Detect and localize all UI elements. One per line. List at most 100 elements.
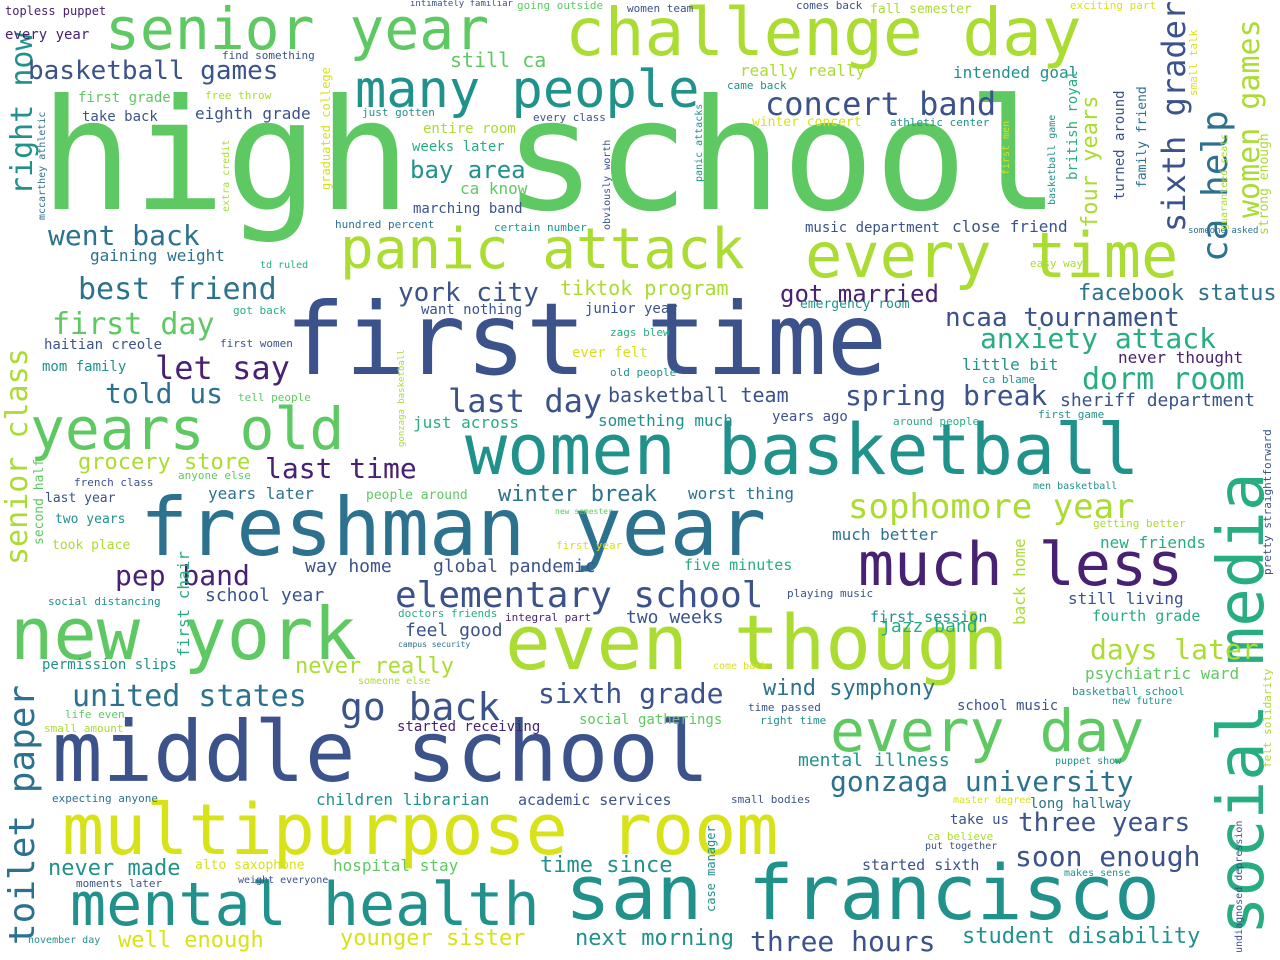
word: intimately familiar — [410, 0, 513, 9]
word: weight everyone — [238, 875, 329, 886]
word: took place — [52, 538, 131, 553]
word: turned around — [1112, 90, 1128, 200]
word: small talk — [1187, 29, 1200, 96]
word: puppet show — [1055, 756, 1122, 767]
word: san francisco — [565, 848, 1160, 937]
word: multipurpose room — [62, 789, 779, 871]
word: student disability — [962, 924, 1201, 949]
word: united states — [72, 679, 307, 714]
word: zags blew — [610, 326, 670, 339]
word: new friends — [1100, 533, 1206, 552]
word: makes sense — [1064, 868, 1131, 879]
word: tell people — [238, 391, 311, 404]
word: ca blame — [982, 373, 1035, 386]
word: first chair — [174, 551, 193, 657]
word: senior year — [105, 0, 490, 63]
word: soon enough — [1015, 840, 1201, 873]
word: undiagnosed depression — [1234, 820, 1245, 953]
word: ca believe — [927, 830, 994, 843]
word: junior year — [585, 301, 678, 317]
word: marching band — [413, 201, 523, 217]
word: sixth graders — [1155, 0, 1193, 232]
word: british royal — [1065, 70, 1081, 180]
word: sophomore year — [848, 487, 1135, 527]
word: anyone else — [178, 469, 251, 482]
word: grocery store — [78, 450, 251, 475]
word: went back — [48, 219, 200, 252]
word: senior class — [0, 348, 35, 565]
word: someone asked — [1188, 226, 1259, 236]
word: certain number — [494, 221, 587, 234]
word: york city — [398, 278, 539, 308]
word: first men — [1001, 120, 1012, 175]
word: really really — [740, 61, 866, 80]
word: french class — [74, 476, 154, 489]
word: started receiving — [397, 719, 541, 735]
word: got back — [233, 304, 286, 317]
word: well enough — [118, 928, 264, 953]
word: going outside — [517, 0, 604, 12]
word: worst thing — [688, 484, 794, 503]
word: family friend — [1135, 86, 1150, 188]
word: children librarian — [316, 790, 490, 809]
word: first time — [285, 281, 888, 398]
word: find something — [222, 49, 315, 62]
word: music department — [805, 220, 940, 236]
word: many people — [355, 60, 700, 120]
word: go back — [340, 685, 501, 729]
word: way home — [305, 556, 392, 577]
word: school year — [205, 585, 325, 606]
word: even though — [505, 598, 1009, 687]
word: first grade — [78, 90, 171, 106]
word: came back — [727, 79, 787, 92]
word: first session — [870, 608, 988, 626]
word: graduated college — [319, 67, 333, 190]
word: next morning — [575, 926, 734, 951]
word: three years — [1018, 808, 1191, 838]
word: eighth grade — [195, 104, 311, 123]
word: mental illness — [798, 750, 950, 771]
word: new york — [10, 592, 357, 676]
word: women team — [627, 2, 694, 15]
word: spring break — [845, 379, 1048, 412]
word: panic attack — [340, 217, 745, 282]
word: never thought — [1118, 348, 1244, 367]
word: never really — [295, 654, 454, 679]
word: high school — [40, 67, 1060, 246]
word: strong enough — [1257, 133, 1272, 235]
word: small amount — [44, 722, 124, 735]
word: life even — [65, 708, 125, 721]
word: told us — [105, 377, 224, 410]
word: athletic center — [890, 116, 990, 129]
word: case manager — [704, 825, 718, 912]
word: middle school — [52, 703, 710, 801]
word: put together — [925, 841, 998, 852]
word: pretty straightforward — [1261, 429, 1274, 575]
word: school music — [957, 698, 1059, 714]
word: much less — [858, 530, 1184, 600]
word: free throw — [205, 89, 272, 102]
word: campus security — [398, 640, 471, 649]
word: getting better — [1093, 517, 1186, 530]
word: tiktok program — [560, 276, 729, 300]
word: first day — [52, 307, 215, 342]
word: take back — [82, 109, 158, 125]
word: haitian creole — [44, 337, 163, 353]
word: sixth grade — [538, 677, 724, 710]
word: emergency room — [800, 297, 910, 312]
word: topless puppet — [5, 4, 107, 18]
word: challenge day — [565, 0, 1082, 71]
word: obviously worth — [602, 139, 613, 230]
word: ca know — [460, 179, 528, 198]
word: basketball school — [1072, 685, 1185, 698]
word: master degree — [953, 795, 1032, 806]
word: long hallway — [1030, 796, 1132, 812]
word: hundred percent — [335, 218, 435, 231]
word: social gatherings — [579, 712, 723, 728]
word: td ruled — [260, 260, 309, 271]
word: small bodies — [731, 793, 811, 806]
word: comes back — [796, 0, 863, 12]
word: let say — [155, 349, 290, 387]
word: much better — [832, 525, 938, 544]
word: jazz band — [880, 616, 978, 637]
